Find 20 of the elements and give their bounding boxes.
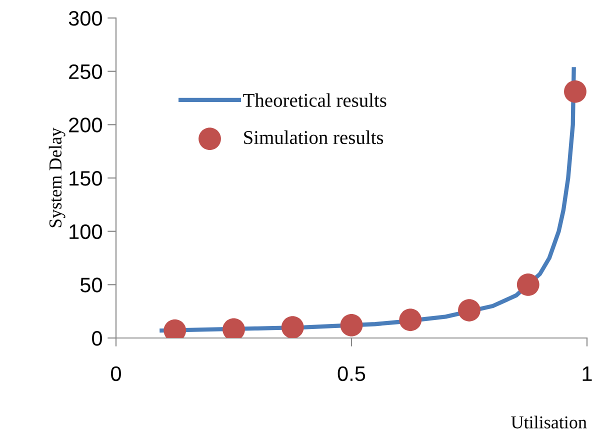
y-tick-label: 250 xyxy=(69,64,102,80)
y-tick-label: 200 xyxy=(69,118,102,132)
point xyxy=(458,299,480,322)
x-tick-label: 0.5 xyxy=(338,366,366,382)
legend-label: Theoretical results xyxy=(243,93,386,107)
x-axis-title: Utilisation xyxy=(511,416,587,428)
y-tick-label: 100 xyxy=(70,224,102,240)
point xyxy=(516,273,540,296)
point xyxy=(399,308,422,332)
y-axis-title: System Delay xyxy=(48,128,66,228)
point xyxy=(281,316,304,338)
y-tick-label: 300 xyxy=(68,11,102,26)
y-tick-label: 150 xyxy=(70,171,102,186)
y-tick-label: 50 xyxy=(80,278,102,292)
x-tick-label: 1 xyxy=(582,366,592,381)
x-tick-label: 0 xyxy=(111,366,121,382)
legend-label: Simulation results xyxy=(244,130,384,144)
y-tick-label: 0 xyxy=(92,331,102,346)
point xyxy=(564,80,586,103)
point xyxy=(340,314,363,336)
